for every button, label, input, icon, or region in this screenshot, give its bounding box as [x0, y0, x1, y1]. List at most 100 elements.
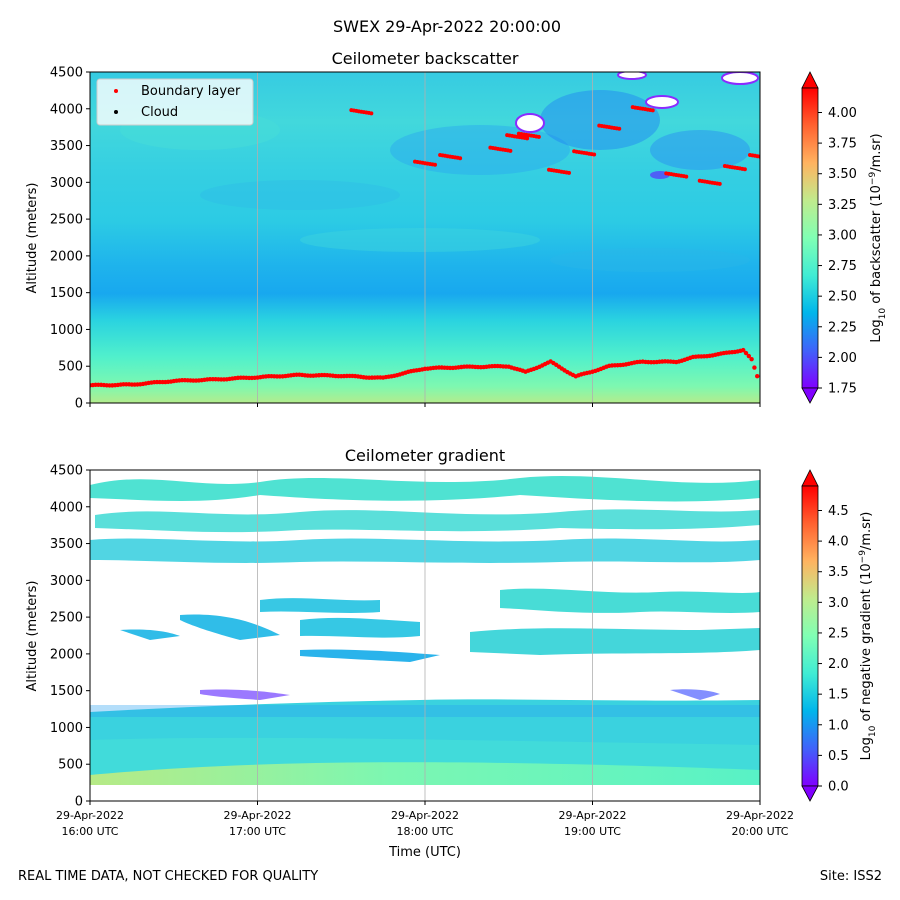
colorbar-tick-label: 4.5: [828, 504, 849, 519]
y-tick-label: 3000: [50, 176, 83, 191]
colorbar-tick-label: 3.75: [828, 137, 857, 152]
boundary-layer-aloft-point: [525, 136, 530, 141]
boundary-layer-aloft-point: [717, 181, 722, 186]
gradient-title: Ceilometer gradient: [345, 446, 505, 465]
colorbar-tick-label: 4.00: [828, 106, 857, 121]
boundary-layer-aloft-point: [458, 156, 463, 161]
colorbar-tick-label: 4.0: [828, 535, 849, 550]
boundary-layer-point: [752, 365, 757, 370]
gradient-colorbar-label: Log10 of negative gradient (10−9/m.sr): [858, 512, 878, 761]
boundary-layer-point: [755, 373, 760, 379]
legend-cloud: Cloud: [141, 105, 178, 120]
legend: Boundary layer Cloud: [96, 78, 254, 126]
colorbar-tick-label: 3.00: [828, 228, 857, 243]
boundary-layer-aloft-point: [684, 174, 689, 179]
x-tick-time: 17:00 UTC: [229, 825, 286, 838]
boundary-layer-aloft-point: [768, 156, 772, 160]
boundary-layer-aloft-point: [617, 126, 622, 131]
boundary-layer-series: [90, 105, 772, 388]
gradient-panel: Ceilometer gradient: [25, 446, 878, 860]
legend-marker-boundary-layer: [114, 89, 118, 93]
colorbar-tick-label: 2.50: [828, 290, 857, 305]
gradient-xlabel: Time (UTC): [388, 845, 461, 860]
y-tick-label: 0: [75, 795, 83, 810]
backscatter-y-axis: 0 500 1000 1500 2000 2500 3000 3500 4000 4500: [50, 66, 90, 412]
boundary-layer-aloft-point: [761, 155, 765, 159]
backscatter-grid: [257, 72, 593, 403]
colorbar-tick-label: 3.5: [828, 565, 849, 580]
y-tick-label: 500: [58, 758, 83, 773]
gradient-x-axis: 29-Apr-2022 16:00 UTC 29-Apr-2022 17:00 UTC…: [56, 801, 794, 838]
y-tick-label: 4000: [50, 500, 83, 515]
quality-disclaimer: REAL TIME DATA, NOT CHECKED FOR QUALITY: [18, 869, 319, 884]
colorbar-tick-label: 3.25: [828, 198, 857, 213]
x-tick-date: 29-Apr-2022: [558, 809, 626, 822]
y-tick-label: 1000: [50, 721, 83, 736]
colorbar2-extend-min: [801, 785, 819, 802]
x-tick-date: 29-Apr-2022: [223, 809, 291, 822]
x-tick-date: 29-Apr-2022: [391, 809, 459, 822]
y-tick-label: 1500: [50, 286, 83, 301]
boundary-layer-point: [746, 353, 752, 359]
y-tick-label: 2500: [50, 213, 83, 228]
colorbar-tick-label: 2.0: [828, 657, 849, 672]
y-tick-label: 4000: [50, 102, 83, 117]
gradient-y-axis: 0 500 1000 1500 2000 2500 3000 3500 4000 4500: [50, 464, 90, 810]
x-tick-time: 20:00 UTC: [731, 825, 788, 838]
y-tick-label: 2500: [50, 611, 83, 626]
legend-marker-cloud: [114, 110, 118, 114]
boundary-layer-aloft-point: [592, 152, 597, 157]
boundary-layer-aloft-point: [536, 134, 541, 139]
site-label: Site: ISS2: [819, 869, 882, 884]
backscatter-colorbar-label: Log10 of backscatter (10−9/m.sr): [868, 133, 888, 342]
y-tick-label: 3000: [50, 574, 83, 589]
x-tick-time: 18:00 UTC: [396, 825, 453, 838]
y-tick-label: 4500: [50, 66, 83, 81]
y-tick-label: 500: [58, 360, 83, 375]
boundary-layer-point: [741, 347, 746, 353]
boundary-layer-aloft-point: [433, 162, 437, 167]
gradient-ylabel: Altitude (meters): [25, 581, 40, 692]
colorbar-tick-label: 2.00: [828, 351, 857, 366]
boundary-layer-aloft-point: [369, 111, 374, 116]
y-tick-label: 2000: [50, 647, 83, 662]
boundary-layer-aloft-point: [763, 155, 767, 159]
boundary-layer-aloft-point: [567, 170, 571, 175]
y-tick-label: 1500: [50, 684, 83, 699]
y-tick-label: 3500: [50, 537, 83, 552]
y-tick-label: 1000: [50, 323, 83, 338]
backscatter-panel: Ceilometer backscatter 0 500: [25, 49, 888, 412]
x-tick-date: 29-Apr-2022: [56, 809, 124, 822]
boundary-layer-point: [743, 350, 749, 356]
y-tick-label: 2000: [50, 249, 83, 264]
y-tick-label: 3500: [50, 139, 83, 154]
colorbar-tick-label: 2.5: [828, 626, 849, 641]
colorbar-extend-min: [801, 387, 819, 404]
boundary-layer-aloft-point: [766, 156, 770, 160]
colorbar-tick-label: 1.75: [828, 382, 857, 397]
x-tick-date: 29-Apr-2022: [726, 809, 794, 822]
backscatter-colorbar: 1.75 2.00 2.25 2.50 2.75 3.00 3.25 3.50 3.75 4.00…: [801, 71, 888, 404]
colorbar-extend-max: [801, 71, 819, 89]
backscatter-ylabel: Altitude (meters): [25, 183, 40, 294]
colorbar-tick-label: 1.0: [828, 718, 849, 733]
backscatter-x-axis: [89, 403, 761, 407]
figure-title: SWEX 29-Apr-2022 20:00:00: [333, 17, 561, 36]
backscatter-title: Ceilometer backscatter: [332, 49, 519, 68]
gradient-colorbar: 0.0 0.5 1.0 1.5 2.0 2.5 3.0 3.5 4.0 4.5 Log10 of …: [801, 469, 878, 802]
boundary-layer-aloft-point: [650, 108, 655, 113]
y-tick-label: 0: [75, 397, 83, 412]
x-tick-time: 19:00 UTC: [564, 825, 621, 838]
colorbar2-extend-max: [801, 469, 819, 487]
boundary-layer-aloft-point: [742, 167, 747, 172]
colorbar-tick-label: 3.0: [828, 596, 849, 611]
colorbar-tick-label: 1.5: [828, 688, 849, 703]
boundary-layer-aloft-point: [508, 148, 513, 153]
colorbar-tick-label: 2.25: [828, 320, 857, 335]
colorbar-tick-label: 0.0: [828, 780, 849, 795]
x-tick-time: 16:00 UTC: [61, 825, 118, 838]
boundary-layer-point: [749, 356, 754, 362]
colorbar-tick-label: 2.75: [828, 259, 857, 274]
legend-boundary-layer: Boundary layer: [141, 84, 241, 99]
